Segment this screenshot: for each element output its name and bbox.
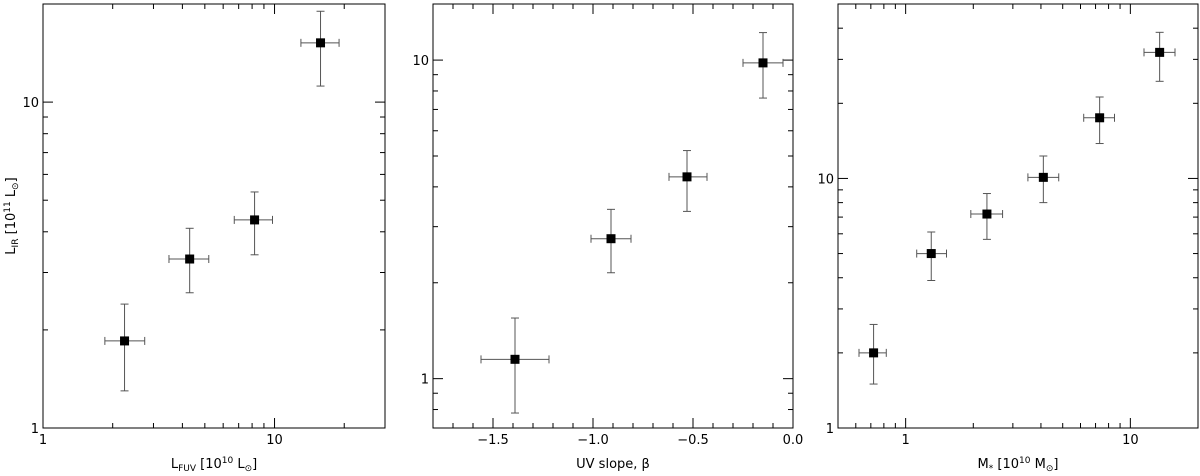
x-tick-label: −1.5: [477, 433, 509, 448]
y-tick-label: 1: [31, 422, 39, 437]
y-tick-label: 10: [817, 172, 834, 187]
x-axis-label-part: 10: [1019, 456, 1031, 466]
y-tick-label: 1: [421, 373, 429, 388]
y-axis-label-part: ]: [4, 177, 19, 182]
x-tick-label: 10: [266, 433, 283, 448]
plot-frame: [42, 3, 386, 429]
data-point: [1143, 31, 1176, 82]
x-axis-label-part: ]: [1053, 457, 1058, 472]
x-axis-label-part: L: [233, 457, 245, 472]
x-axis-label-part: 10: [222, 456, 234, 466]
x-axis-label: LFUV [1010 L⊙]: [171, 456, 257, 472]
x-tick-label: 10: [1122, 433, 1139, 448]
square-marker: [185, 254, 195, 264]
x-axis-label-part: *: [989, 464, 994, 472]
data-point: [1027, 155, 1060, 204]
y-axis-label-part: ⊙: [11, 182, 21, 190]
square-marker: [120, 336, 130, 346]
plot-frame: [432, 3, 794, 429]
x-tick-label: 1: [902, 433, 910, 448]
y-tick-label: 1: [826, 422, 834, 437]
data-point: [480, 317, 550, 414]
x-axis-label-part: [10: [993, 457, 1019, 472]
square-marker: [250, 215, 260, 225]
x-tick-label: −1.0: [577, 433, 609, 448]
plot-frame: [837, 3, 1199, 429]
square-marker: [1038, 172, 1048, 182]
square-marker: [316, 38, 326, 48]
square-marker: [982, 209, 992, 219]
y-tick-label: 10: [22, 96, 39, 111]
x-axis-label: M* [1010 M⊙]: [978, 456, 1059, 472]
x-axis-label-part: [10: [196, 457, 222, 472]
data-point: [742, 32, 784, 99]
x-axis-label: UV slope, β: [576, 457, 650, 472]
x-tick-label: −0.5: [677, 433, 709, 448]
data-point: [858, 323, 887, 385]
panel-uv-slope: −1.5 −1.0 −0.5 0.0 1 10 UV slope, β: [412, 3, 804, 472]
y-tick-label: 10: [412, 54, 429, 69]
y-axis-label-part: 11: [3, 201, 13, 212]
square-marker: [926, 249, 936, 259]
x-axis-label-part: ⊙: [1046, 464, 1054, 472]
y-axis-label: LIR [1011 L⊙]: [3, 177, 21, 254]
square-marker: [510, 354, 520, 364]
data-point: [300, 10, 340, 87]
x-tick-label: 1: [39, 433, 47, 448]
data-point: [668, 150, 708, 212]
y-axis-label-part: L: [4, 247, 19, 255]
data-point: [104, 303, 146, 392]
x-axis-label-part: L: [171, 457, 179, 472]
y-axis-label-part: L: [4, 189, 19, 201]
x-axis-label-part: M: [978, 457, 989, 472]
square-marker: [1155, 47, 1165, 57]
data-point: [590, 208, 632, 274]
x-axis-label-part: ⊙: [245, 464, 253, 472]
x-axis-label-part: M: [1030, 457, 1045, 472]
x-axis-label-part: UV slope, β: [576, 457, 650, 472]
square-marker: [682, 172, 692, 182]
data-point: [168, 227, 210, 294]
data-point: [233, 191, 273, 256]
y-axis-label-part: [10: [4, 213, 19, 239]
data-point: [970, 193, 1004, 240]
square-marker: [758, 58, 768, 68]
x-axis-label-part: FUV: [178, 464, 197, 472]
x-tick-label: 0.0: [783, 433, 804, 448]
data-point: [916, 231, 948, 281]
y-axis-label-part: IR: [11, 239, 21, 248]
square-marker: [606, 234, 616, 244]
x-axis-label-part: ]: [252, 457, 257, 472]
square-marker: [1095, 113, 1105, 123]
data-point: [1083, 96, 1115, 145]
square-marker: [869, 348, 879, 358]
